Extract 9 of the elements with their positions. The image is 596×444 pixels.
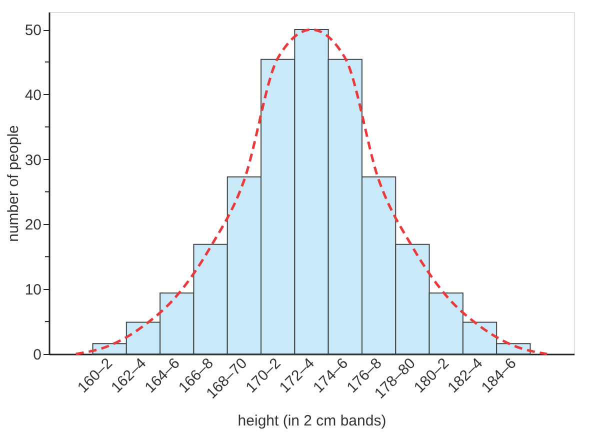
y-tick-label: 40 [24, 86, 42, 104]
y-tick-label: 20 [24, 216, 42, 234]
line-series [74, 28, 548, 356]
y-tick-label: 0 [33, 346, 42, 364]
x-axis-title: height (in 2 cm bands) [238, 412, 386, 430]
y-axis-title: number of people [4, 125, 22, 242]
y-tick-label: 10 [24, 282, 42, 299]
y-tick-label: 50 [24, 22, 42, 40]
y-tick-label: 30 [24, 152, 42, 169]
